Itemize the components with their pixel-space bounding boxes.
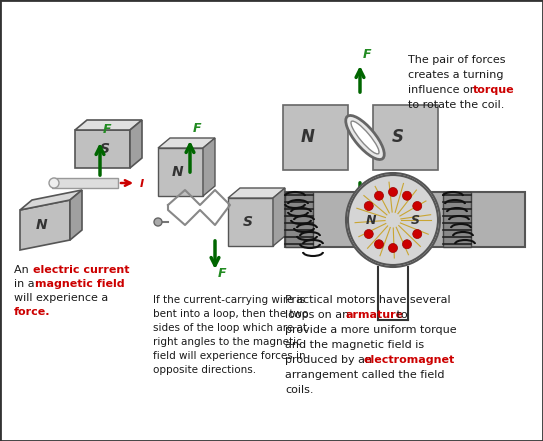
Text: arrangement called the field: arrangement called the field [285,370,445,380]
Circle shape [364,202,373,210]
Text: S: S [100,142,110,156]
Text: I: I [140,179,144,189]
Circle shape [413,202,422,210]
Text: electromagnet: electromagnet [363,355,454,365]
Text: to: to [393,310,408,320]
Circle shape [402,191,412,200]
Text: S: S [392,128,404,146]
Text: torque: torque [473,85,515,95]
Text: N: N [172,165,184,179]
Text: N: N [36,218,48,232]
Text: in a: in a [14,279,38,289]
Text: provide a more uniform torque: provide a more uniform torque [285,325,457,335]
Text: force.: force. [14,307,50,317]
Ellipse shape [346,116,384,160]
Circle shape [375,240,383,249]
Polygon shape [130,120,142,168]
Circle shape [402,240,412,249]
Text: F: F [193,122,201,135]
Text: magnetic field: magnetic field [35,279,125,289]
Circle shape [348,175,438,265]
Polygon shape [75,120,142,130]
Text: S: S [411,213,420,227]
Text: Practical motors have several: Practical motors have several [285,295,451,305]
Polygon shape [20,200,70,250]
Circle shape [388,243,397,253]
Bar [285,192,313,247]
Text: armature: armature [346,310,404,320]
Text: produced by an: produced by an [285,355,376,365]
Polygon shape [70,190,82,240]
Text: F: F [103,123,111,136]
Bar [52,178,118,188]
Circle shape [346,173,440,267]
Text: loops on an: loops on an [285,310,353,320]
Text: N: N [366,213,376,227]
Polygon shape [20,190,82,210]
Circle shape [154,218,162,226]
Polygon shape [228,188,285,198]
Polygon shape [158,148,203,196]
Bar [285,192,525,247]
Text: creates a turning: creates a turning [408,70,503,80]
Polygon shape [273,188,285,246]
Text: F: F [363,207,371,220]
Text: F: F [363,48,371,61]
Circle shape [388,187,397,197]
Bar [443,192,471,247]
Circle shape [364,229,373,239]
Bar [283,105,348,170]
Ellipse shape [351,121,379,154]
Text: and the magnetic field is: and the magnetic field is [285,340,424,350]
Text: N: N [301,128,315,146]
Circle shape [413,229,422,239]
Bar [373,105,438,170]
Text: S: S [243,215,253,229]
Text: If the current-carrying wire is
bent into a loop, then the two
sides of the loop: If the current-carrying wire is bent int… [153,295,308,375]
Text: The pair of forces: The pair of forces [408,55,506,65]
Ellipse shape [49,178,59,188]
Polygon shape [203,138,215,196]
Text: to rotate the coil.: to rotate the coil. [408,100,504,110]
Polygon shape [158,138,215,148]
Text: electric current: electric current [33,265,129,275]
Text: influence or: influence or [408,85,478,95]
Polygon shape [228,198,273,246]
Text: coils.: coils. [285,385,313,395]
Text: will experience a: will experience a [14,293,108,303]
Circle shape [375,191,383,200]
Polygon shape [75,130,130,168]
Text: F: F [218,267,226,280]
Text: An: An [14,265,32,275]
